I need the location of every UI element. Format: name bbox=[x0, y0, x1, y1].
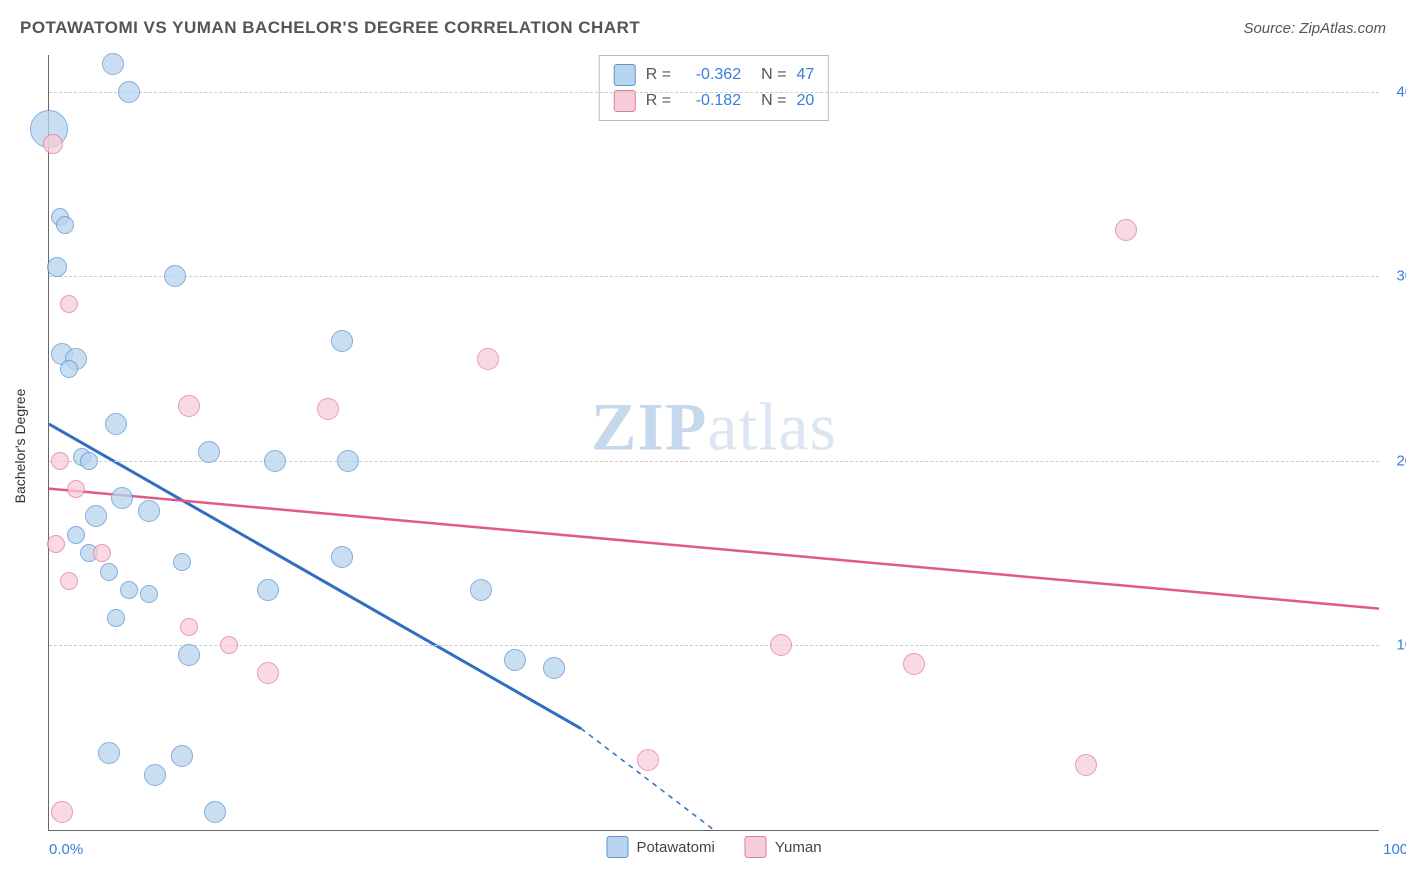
legend-label: Yuman bbox=[775, 839, 822, 856]
data-point bbox=[67, 526, 85, 544]
data-point bbox=[56, 216, 74, 234]
data-point bbox=[93, 544, 111, 562]
data-point bbox=[770, 634, 792, 656]
plot-area: ZIPatlas R =-0.362N =47R =-0.182N =20 Po… bbox=[48, 55, 1379, 831]
gridline bbox=[49, 645, 1379, 646]
data-point bbox=[43, 134, 63, 154]
n-label: N = bbox=[761, 62, 786, 88]
legend-swatch bbox=[745, 836, 767, 858]
data-point bbox=[85, 505, 107, 527]
data-point bbox=[543, 657, 565, 679]
trend-lines bbox=[49, 55, 1379, 830]
data-point bbox=[47, 257, 67, 277]
data-point bbox=[204, 801, 226, 823]
x-tick-label: 100.0% bbox=[1383, 841, 1406, 858]
data-point bbox=[164, 265, 186, 287]
data-point bbox=[60, 295, 78, 313]
series-swatch bbox=[614, 64, 636, 86]
data-point bbox=[120, 581, 138, 599]
stats-legend-box: R =-0.362N =47R =-0.182N =20 bbox=[599, 55, 829, 121]
data-point bbox=[477, 348, 499, 370]
stats-row: R = -0.362 N = 47 bbox=[614, 62, 814, 88]
data-point bbox=[470, 579, 492, 601]
data-point bbox=[102, 53, 124, 75]
legend-label: Potawatomi bbox=[636, 839, 714, 856]
y-tick-label: 20.0% bbox=[1384, 452, 1406, 469]
data-point bbox=[1115, 219, 1137, 241]
data-point bbox=[264, 450, 286, 472]
y-axis-label: Bachelor's Degree bbox=[12, 389, 28, 504]
chart-source: Source: ZipAtlas.com bbox=[1243, 20, 1386, 37]
legend-item: Potawatomi bbox=[606, 836, 714, 858]
data-point bbox=[257, 662, 279, 684]
data-point bbox=[47, 535, 65, 553]
data-point bbox=[337, 450, 359, 472]
data-point bbox=[173, 553, 191, 571]
data-point bbox=[178, 644, 200, 666]
x-tick-label: 0.0% bbox=[49, 841, 83, 858]
bottom-legend: Potawatomi Yuman bbox=[606, 836, 821, 858]
legend-item: Yuman bbox=[745, 836, 822, 858]
data-point bbox=[67, 480, 85, 498]
data-point bbox=[171, 745, 193, 767]
data-point bbox=[60, 572, 78, 590]
series-swatch bbox=[614, 90, 636, 112]
data-point bbox=[220, 636, 238, 654]
data-point bbox=[107, 609, 125, 627]
data-point bbox=[60, 360, 78, 378]
data-point bbox=[51, 452, 69, 470]
gridline bbox=[49, 276, 1379, 277]
gridline bbox=[49, 92, 1379, 93]
data-point bbox=[198, 441, 220, 463]
r-value: -0.362 bbox=[681, 62, 741, 88]
chart-header: POTAWATOMI VS YUMAN BACHELOR'S DEGREE CO… bbox=[20, 18, 1386, 38]
legend-swatch bbox=[606, 836, 628, 858]
data-point bbox=[257, 579, 279, 601]
data-point bbox=[80, 452, 98, 470]
data-point bbox=[140, 585, 158, 603]
gridline bbox=[49, 461, 1379, 462]
chart-container: POTAWATOMI VS YUMAN BACHELOR'S DEGREE CO… bbox=[0, 0, 1406, 892]
watermark: ZIPatlas bbox=[591, 388, 837, 467]
data-point bbox=[118, 81, 140, 103]
data-point bbox=[178, 395, 200, 417]
data-point bbox=[317, 398, 339, 420]
data-point bbox=[105, 413, 127, 435]
data-point bbox=[180, 618, 198, 636]
chart-title: POTAWATOMI VS YUMAN BACHELOR'S DEGREE CO… bbox=[20, 18, 640, 38]
data-point bbox=[637, 749, 659, 771]
data-point bbox=[51, 801, 73, 823]
data-point bbox=[98, 742, 120, 764]
data-point bbox=[1075, 754, 1097, 776]
y-tick-label: 40.0% bbox=[1384, 83, 1406, 100]
data-point bbox=[144, 764, 166, 786]
y-tick-label: 10.0% bbox=[1384, 637, 1406, 654]
data-point bbox=[111, 487, 133, 509]
r-label: R = bbox=[646, 62, 671, 88]
data-point bbox=[504, 649, 526, 671]
n-value: 47 bbox=[796, 62, 814, 88]
data-point bbox=[903, 653, 925, 675]
data-point bbox=[138, 500, 160, 522]
data-point bbox=[331, 546, 353, 568]
data-point bbox=[331, 330, 353, 352]
data-point bbox=[100, 563, 118, 581]
y-tick-label: 30.0% bbox=[1384, 268, 1406, 285]
